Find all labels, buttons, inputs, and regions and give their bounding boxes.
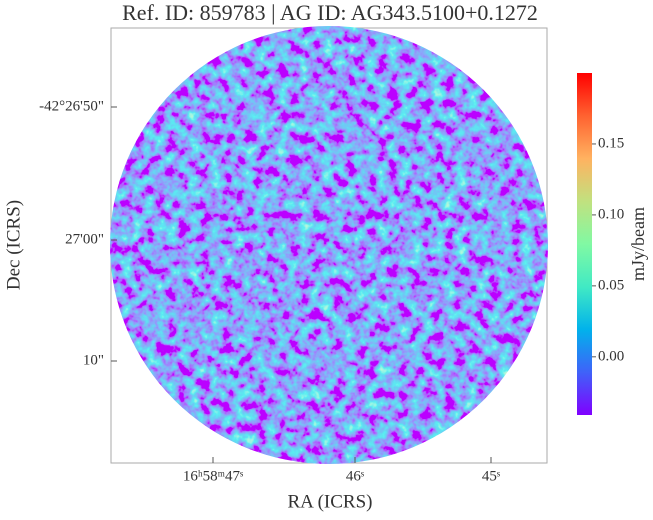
image-texture: [110, 26, 548, 464]
colorbar-label: mJy/beam: [628, 207, 648, 281]
image: [110, 26, 548, 464]
title: Ref. ID: 859783 | AG ID: AG343.5100+0.12…: [122, 0, 538, 25]
y-axis-label: Dec (ICRS): [3, 200, 24, 290]
x-tick-label: 46ˢ: [346, 468, 364, 484]
y-tick-label: 10": [83, 352, 104, 368]
x-tick-label: 45ˢ: [482, 468, 500, 484]
colorbar-tick-label: 0.15: [598, 135, 624, 151]
x-axis-label: RA (ICRS): [288, 491, 373, 512]
x-tick-label: 16ʰ58ᵐ47ˢ: [183, 468, 243, 484]
colorbar-tick-label: 0.05: [598, 277, 624, 293]
y-tick-label: -42°26'50": [39, 98, 104, 114]
colorbar-tick-label: 0.00: [598, 348, 624, 364]
colorbar-tick-label: 0.10: [598, 206, 624, 222]
colorbar: [577, 73, 592, 415]
y-tick-label: 27'00": [65, 231, 104, 247]
